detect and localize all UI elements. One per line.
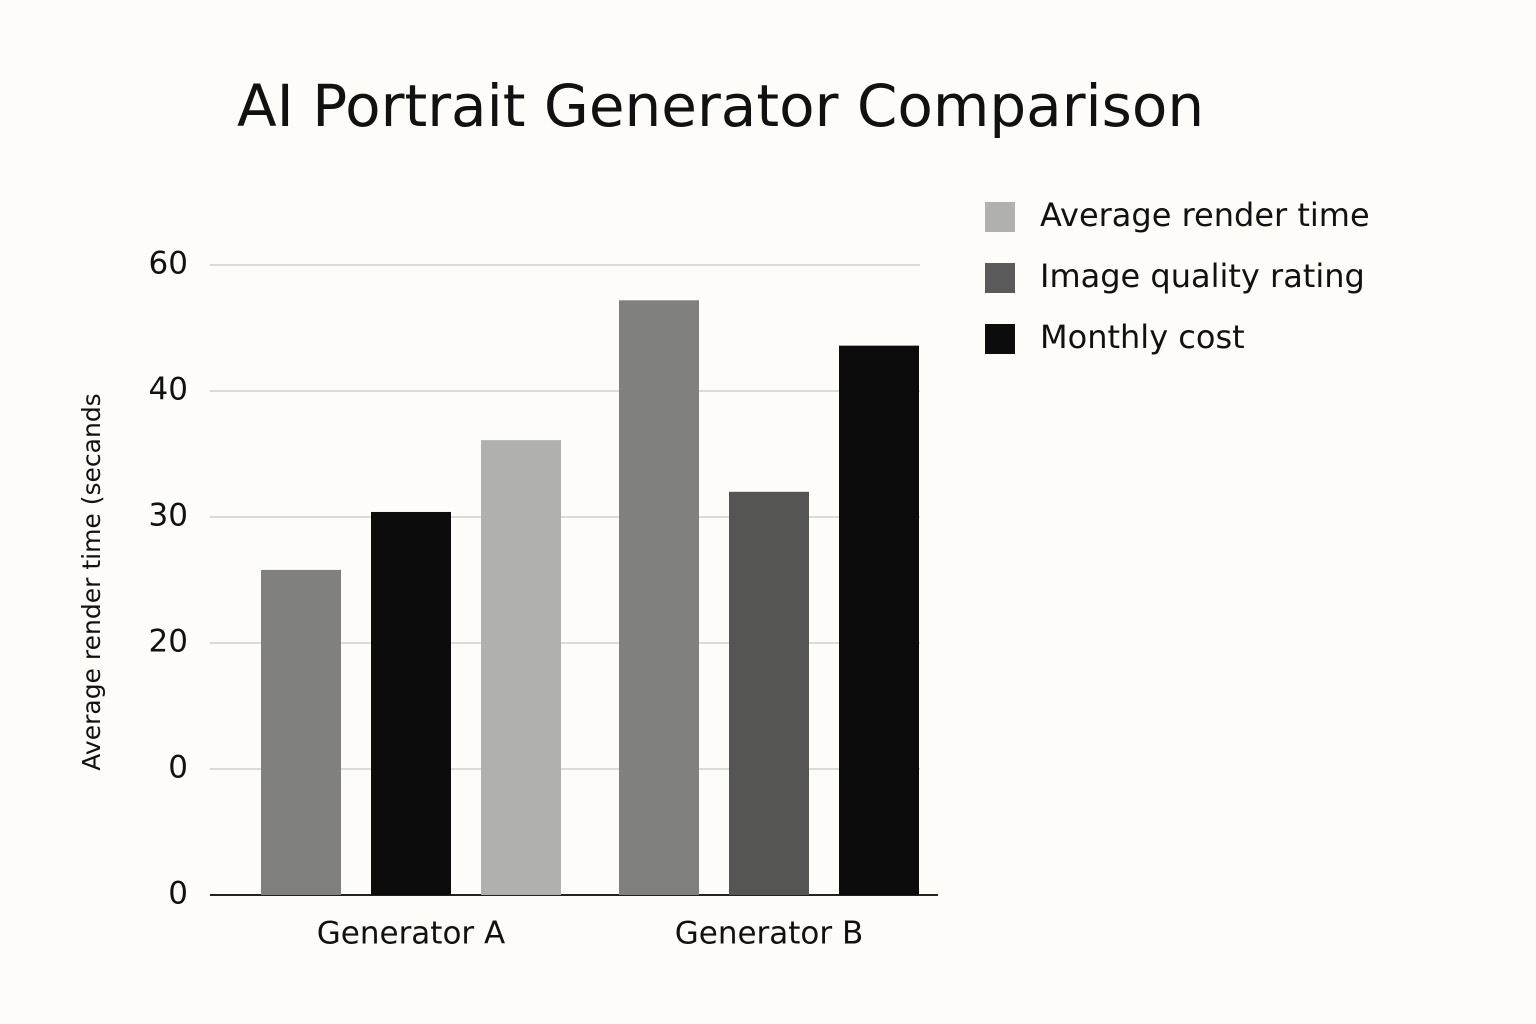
legend-label: Average render time (1040, 196, 1370, 234)
y-tick-label: 0 (168, 750, 188, 786)
x-tick-label: Generator A (317, 916, 505, 952)
legend-swatch (985, 202, 1015, 232)
legend-swatch (985, 263, 1015, 293)
y-tick-label: 30 (149, 498, 188, 534)
bar (619, 300, 699, 895)
bar (839, 345, 919, 895)
bar (371, 511, 451, 895)
legend-label: Image quality rating (1040, 257, 1365, 295)
y-tick-label: 0 (168, 876, 188, 912)
y-axis-label: Average render time (secands (77, 393, 106, 770)
bar (261, 569, 341, 895)
x-tick-label: Generator B (675, 916, 864, 952)
chart-title: AI Portrait Generator Comparison (237, 72, 1204, 140)
y-tick-label: 60 (149, 246, 188, 282)
bar (481, 440, 561, 895)
bar (729, 491, 809, 895)
legend-swatch (985, 324, 1015, 354)
legend-label: Monthly cost (1040, 318, 1245, 356)
y-tick-label: 20 (149, 624, 188, 660)
y-tick-label: 40 (149, 372, 188, 408)
